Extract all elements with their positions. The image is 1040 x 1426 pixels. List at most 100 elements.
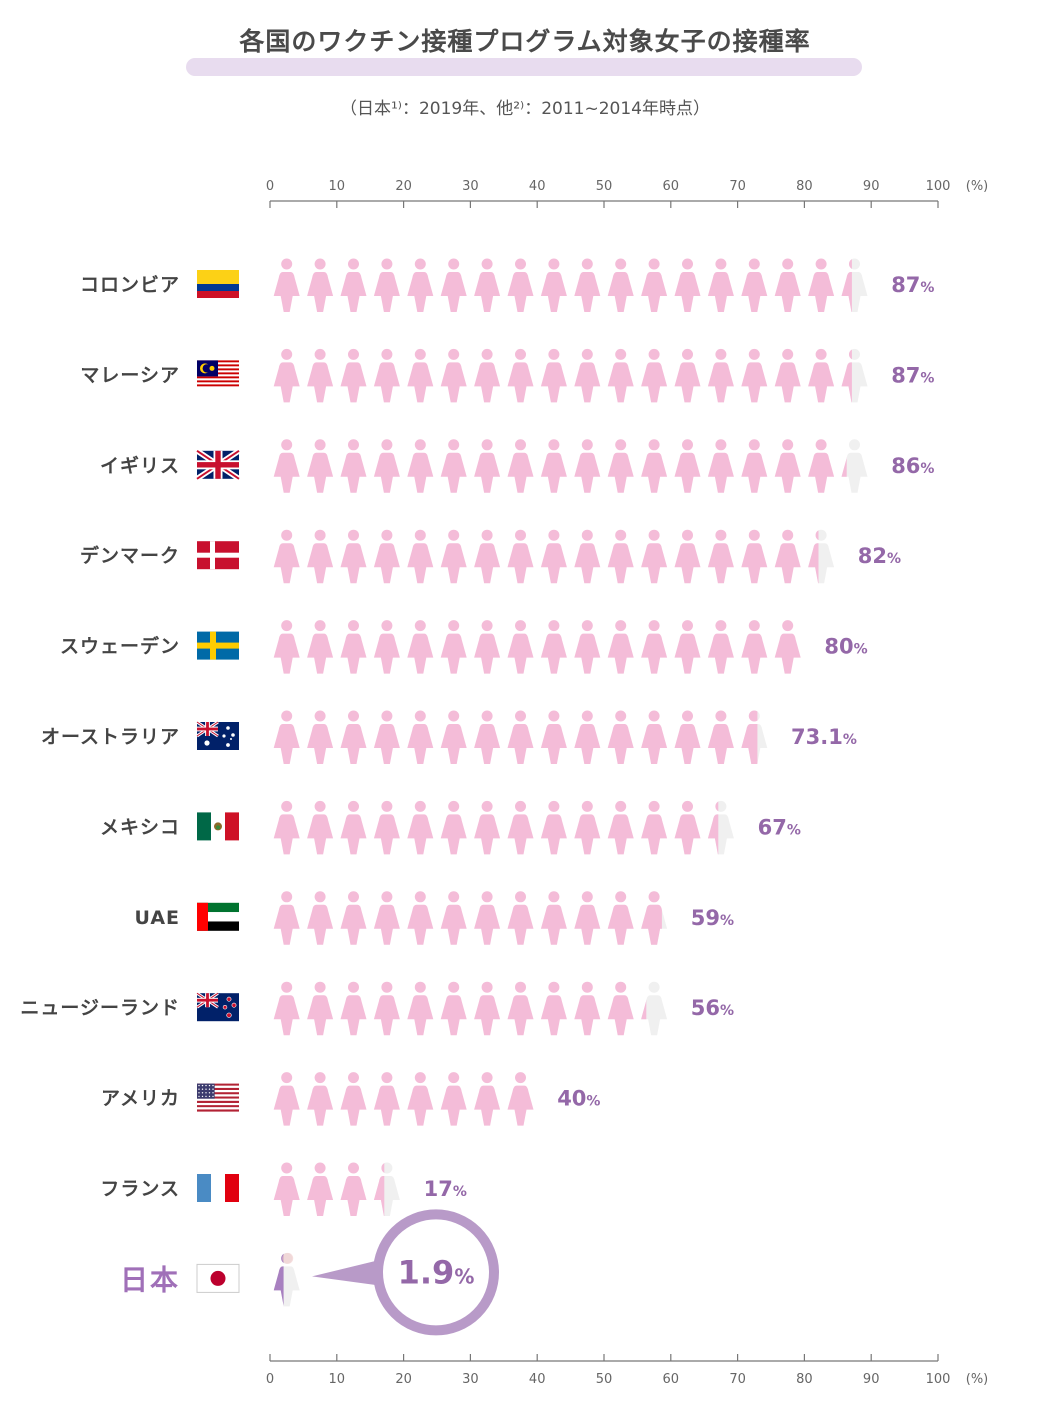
person-icon — [574, 800, 601, 855]
value-label: 17% — [424, 1177, 467, 1201]
person-icon-head — [381, 258, 393, 270]
person-icon-body — [574, 633, 601, 674]
person-icon-remainder-body — [641, 995, 668, 1036]
person-icon-body — [607, 543, 634, 584]
person-icon-body — [774, 452, 801, 493]
tick-label: 30 — [462, 1372, 479, 1387]
person-icon-head — [348, 529, 359, 541]
category-label: UAE — [134, 907, 180, 929]
person-icon-body — [440, 452, 467, 493]
chart-row: 日本 1.9% — [120, 1209, 499, 1336]
chart-rows: コロンビア 87% マレーシア 87% イギリス 86% デンマーク 82% スウェーデン 80%… — [20, 258, 934, 1336]
person-icon-head — [748, 348, 760, 360]
person-icon — [607, 891, 634, 945]
person-icon-head — [348, 348, 359, 360]
person-icon-body — [774, 543, 801, 584]
person-icon-body — [641, 724, 668, 764]
person-icon-head — [414, 439, 426, 451]
person-icon-body — [574, 904, 601, 945]
person-icon-fill-head — [815, 530, 819, 541]
person-icon-head — [481, 891, 493, 903]
person-icon — [607, 710, 634, 764]
sweden-flag — [197, 631, 239, 660]
person-icon-head — [281, 620, 293, 632]
person-icon-head — [548, 710, 560, 722]
person-icon — [641, 891, 668, 945]
person-icon-head — [581, 620, 593, 632]
person-icon-head — [314, 891, 326, 903]
france-flag — [197, 1174, 239, 1202]
person-icon — [741, 348, 768, 403]
person-icon-body — [641, 633, 668, 674]
person-icon — [707, 710, 734, 764]
person-icon — [774, 258, 801, 312]
person-icon-partial — [641, 891, 662, 945]
person-icon — [273, 710, 300, 764]
person-icon — [373, 1162, 400, 1216]
person-icon — [373, 710, 400, 764]
person-icon-head — [648, 258, 660, 270]
person-icon — [407, 439, 434, 493]
person-icon-body — [273, 724, 300, 764]
icon-bar — [273, 348, 868, 403]
person-icon-partial — [707, 801, 719, 855]
person-icon-body — [440, 633, 467, 674]
person-icon — [641, 348, 668, 403]
person-icon-fill-body — [841, 362, 852, 403]
person-icon-head — [782, 439, 794, 451]
person-icon-head — [715, 529, 727, 541]
person-icon — [273, 529, 300, 584]
person-icon-head — [314, 439, 326, 451]
tick-label: 0 — [266, 1372, 274, 1387]
person-icon-body — [808, 362, 835, 403]
title-highlight — [186, 58, 862, 76]
colombia-flag — [197, 270, 239, 298]
person-icon-head — [481, 1072, 493, 1084]
person-icon-body — [307, 272, 334, 312]
person-icon-head — [515, 891, 526, 903]
person-icon-partial — [373, 1163, 385, 1216]
person-icon-partial — [841, 457, 847, 477]
person-icon-head — [314, 620, 326, 632]
person-icon-head — [581, 891, 593, 903]
person-icon-head — [481, 981, 493, 993]
person-icon-body — [407, 633, 434, 674]
person-icon-head — [448, 800, 460, 812]
person-icon-body — [273, 995, 300, 1036]
denmark-flag — [197, 541, 239, 570]
person-icon — [340, 620, 367, 674]
callout-circle — [373, 1209, 499, 1336]
person-icon — [574, 981, 601, 1036]
person-icon-head — [348, 1072, 359, 1084]
person-icon-body — [607, 633, 634, 674]
new-zealand-flag — [196, 991, 239, 1022]
person-icon-body — [440, 814, 467, 855]
person-icon-fill-head — [381, 1163, 385, 1173]
person-icon — [474, 529, 501, 584]
person-icon-head — [281, 800, 293, 812]
person-icon — [841, 439, 868, 493]
person-icon — [373, 348, 400, 403]
person-icon-body — [340, 543, 367, 584]
person-icon — [340, 891, 367, 945]
person-icon — [507, 1072, 534, 1126]
person-icon-head — [581, 800, 593, 812]
person-icon-body — [507, 452, 534, 493]
person-icon-remainder-head — [648, 981, 660, 993]
person-icon — [674, 620, 701, 674]
person-icon-head — [748, 439, 760, 451]
person-icon-body — [474, 1085, 501, 1126]
person-icon — [340, 529, 367, 584]
person-icon-body — [307, 633, 334, 674]
person-icon — [273, 981, 300, 1036]
person-icon-head — [348, 981, 359, 993]
person-icon — [440, 348, 467, 403]
person-icon-body — [707, 543, 734, 584]
person-icon — [574, 439, 601, 493]
person-icon-head — [381, 891, 393, 903]
person-icon — [307, 800, 334, 855]
person-icon — [641, 529, 668, 584]
person-icon-head — [448, 258, 460, 270]
person-icon-fill-body — [373, 1176, 385, 1216]
person-icon-body — [407, 724, 434, 764]
